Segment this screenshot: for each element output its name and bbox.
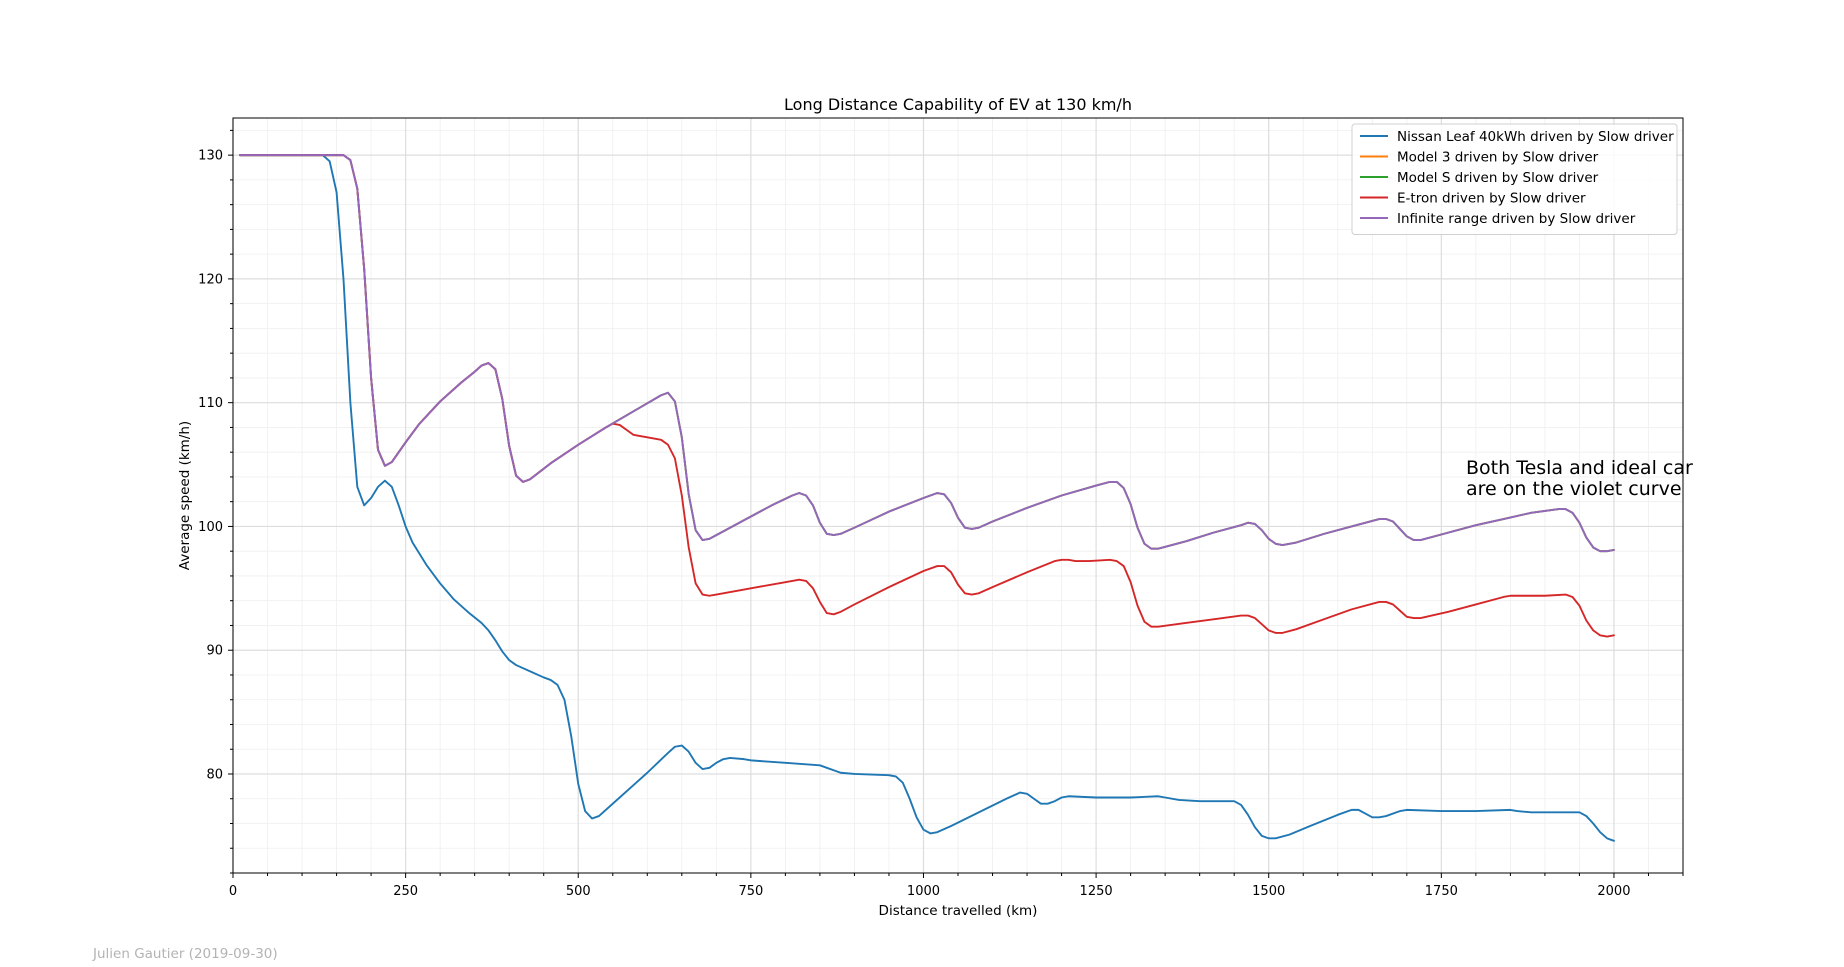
- legend-box: [1351, 123, 1678, 235]
- x-axis-title: Distance travelled (km): [879, 903, 1038, 919]
- major-grid: [232, 118, 1683, 873]
- axis-ticks: 0 250 500 750 1000 1250 1500 1750 2000 80 90 100 110…: [198, 129, 1684, 899]
- y-tick-label: 120: [198, 272, 223, 287]
- x-tick-label: 0: [229, 884, 237, 899]
- y-tick-label: 90: [206, 644, 223, 659]
- x-tick-label: 1500: [1252, 884, 1285, 899]
- y-tick-label: 100: [198, 520, 223, 535]
- y-tick-label: 80: [206, 767, 223, 782]
- chart-title: Long Distance Capability of EV at 130 km…: [784, 95, 1132, 114]
- legend-label: Model 3 driven by Slow driver: [1397, 150, 1599, 166]
- y-tick-label: 130: [198, 149, 223, 164]
- legend-label: Nissan Leaf 40kWh driven by Slow driver: [1397, 129, 1674, 145]
- x-tick-label: 750: [738, 884, 763, 899]
- x-tick-label: 250: [393, 884, 418, 899]
- x-tick-label: 1750: [1425, 884, 1458, 899]
- x-tick-label: 1250: [1080, 884, 1113, 899]
- annotation-text: Both Tesla and ideal car are on the viol…: [1466, 457, 1699, 500]
- series-line: [238, 154, 1615, 553]
- y-axis-title: Average speed (km/h): [177, 421, 193, 570]
- legend-label: Model S driven by Slow driver: [1397, 170, 1599, 186]
- series-line: [238, 154, 1615, 842]
- series-lines: [238, 154, 1615, 842]
- legend-label: Infinite range driven by Slow driver: [1397, 211, 1636, 227]
- credit-text: Julien Gautier (2019-09-30): [92, 946, 278, 962]
- x-tick-label: 2000: [1597, 884, 1630, 899]
- x-tick-label: 500: [566, 884, 591, 899]
- x-tick-label: 1000: [907, 884, 940, 899]
- legend: Nissan Leaf 40kWh driven by Slow driver M…: [1351, 123, 1678, 235]
- y-tick-label: 110: [198, 396, 223, 411]
- annotation-line-1: Both Tesla and ideal car: [1466, 457, 1693, 479]
- legend-label: E-tron driven by Slow driver: [1397, 191, 1586, 207]
- annotation-line-2: are on the violet curve: [1466, 478, 1682, 500]
